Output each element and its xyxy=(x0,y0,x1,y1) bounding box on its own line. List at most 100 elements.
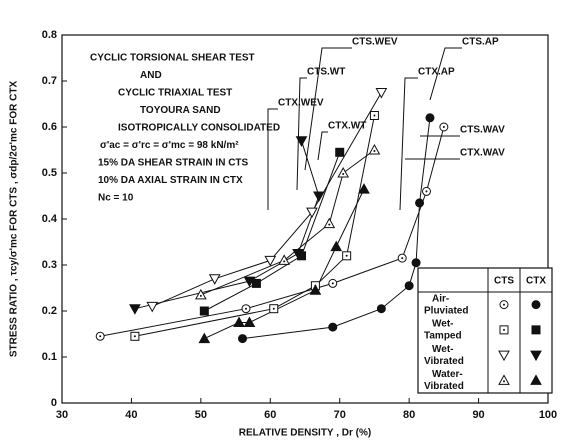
legend-label: Water- xyxy=(432,369,463,380)
marker-dot xyxy=(503,328,505,331)
y-tick-label: 0.5 xyxy=(42,167,57,179)
x-tick-label: 70 xyxy=(334,409,346,421)
marker xyxy=(278,254,291,265)
annotation: 15% DA SHEAR STRAIN IN CTS xyxy=(98,158,249,169)
y-tick-label: 0.3 xyxy=(42,259,57,271)
marker-dot xyxy=(244,307,247,310)
annotation: ISOTROPICALLY CONSOLIDATED xyxy=(118,123,280,134)
y-tick-label: 0.7 xyxy=(42,75,57,87)
annotation: AND xyxy=(140,70,162,81)
marker xyxy=(415,198,425,208)
marker xyxy=(313,191,325,203)
legend: CTS CTXAir-PluviatedWet-TampedWet-Vibrate… xyxy=(417,267,553,394)
marker xyxy=(530,350,542,362)
curve-label: CTX.WAV xyxy=(460,148,505,159)
marker xyxy=(375,88,388,99)
marker xyxy=(199,306,209,316)
legend-label: Wet- xyxy=(432,344,453,355)
legend-label: Wet- xyxy=(432,319,453,330)
marker-dot xyxy=(373,150,376,152)
marker xyxy=(335,147,345,157)
series-line xyxy=(100,126,445,337)
x-tick-label: 60 xyxy=(264,409,276,421)
curve-label: CTX.AP xyxy=(418,67,455,78)
marker xyxy=(358,183,370,194)
marker xyxy=(238,334,248,344)
marker xyxy=(292,249,304,260)
curve-label: CTS.WT xyxy=(307,67,345,78)
curve-label: CTX.WEV xyxy=(278,98,324,109)
marker xyxy=(264,255,277,267)
marker xyxy=(323,217,336,229)
x-tick-label: 100 xyxy=(539,409,557,421)
y-tick-label: 0.4 xyxy=(42,213,58,225)
marker xyxy=(531,325,541,335)
marker xyxy=(233,316,245,327)
marker-dot xyxy=(345,254,348,257)
marker-dot xyxy=(503,303,505,306)
y-tick-label: 0.6 xyxy=(42,121,57,133)
legend-label: Vibrated xyxy=(424,381,464,392)
x-tick-label: 80 xyxy=(403,409,415,421)
marker xyxy=(309,284,322,295)
y-tick-label: 0.1 xyxy=(42,351,57,363)
curve-label: CTX.WT xyxy=(328,121,366,132)
pointer-arrows xyxy=(267,47,462,211)
marker xyxy=(208,274,221,285)
marker-dot xyxy=(342,173,345,175)
x-tick-label: 90 xyxy=(472,409,484,421)
marker xyxy=(498,374,510,385)
marker xyxy=(425,113,435,123)
marker-dot xyxy=(401,257,404,260)
marker xyxy=(530,374,542,385)
marker xyxy=(531,300,541,310)
marker-dot xyxy=(328,223,331,226)
annotation: CYCLIC TORSIONAL SHEAR TEST xyxy=(90,53,255,64)
annotation: TOYOURA SAND xyxy=(140,105,221,116)
curve-label: CTS.AP xyxy=(462,37,499,48)
marker xyxy=(251,278,261,288)
legend-header: CTX xyxy=(526,276,546,287)
marker xyxy=(306,207,318,219)
legend-label: Tamped xyxy=(424,331,462,342)
annotation: σ'ac = σ'rc = σ'mc = 98 kN/m² xyxy=(100,140,239,151)
marker xyxy=(198,332,211,344)
marker-dot xyxy=(199,294,202,297)
marker xyxy=(411,258,421,268)
marker-dot xyxy=(283,260,286,263)
marker-dot xyxy=(442,126,445,128)
annotation: Nc = 10 xyxy=(98,193,134,204)
marker-dot xyxy=(373,114,376,117)
marker-dot xyxy=(133,335,136,338)
legend-label: Air- xyxy=(432,293,449,304)
annotation: CYCLIC TRIAXIAL TEST xyxy=(118,88,232,99)
curve-label: CTS.WAV xyxy=(460,125,505,136)
marker xyxy=(498,350,510,362)
marker xyxy=(129,304,141,315)
marker xyxy=(376,304,386,314)
marker xyxy=(295,136,308,147)
marker-dot xyxy=(331,282,334,285)
curve-label: CTS.WEV xyxy=(352,37,398,48)
marker-dot xyxy=(99,335,102,338)
marker xyxy=(330,240,343,252)
marker xyxy=(243,316,256,327)
legend-label: Vibrated xyxy=(424,356,464,367)
legend-label: Pluviated xyxy=(424,305,468,316)
marker xyxy=(368,143,381,155)
y-tick-label: 0.2 xyxy=(42,305,57,317)
y-axis-label: STRESS RATIO , τcy/σ'mc FOR CTS , σdp/2σ… xyxy=(9,81,20,358)
legend-header: CTS xyxy=(494,276,514,287)
series-line xyxy=(204,188,365,340)
marker-dot xyxy=(503,380,505,383)
marker xyxy=(195,288,207,300)
x-axis-label: RELATIVE DENSITY , Dr (%) xyxy=(239,428,371,439)
marker-dot xyxy=(272,307,275,310)
x-tick-label: 50 xyxy=(195,409,207,421)
marker xyxy=(328,322,338,332)
marker xyxy=(337,166,350,178)
legend-box xyxy=(417,267,553,394)
marker xyxy=(243,276,256,288)
series-line xyxy=(204,152,341,312)
